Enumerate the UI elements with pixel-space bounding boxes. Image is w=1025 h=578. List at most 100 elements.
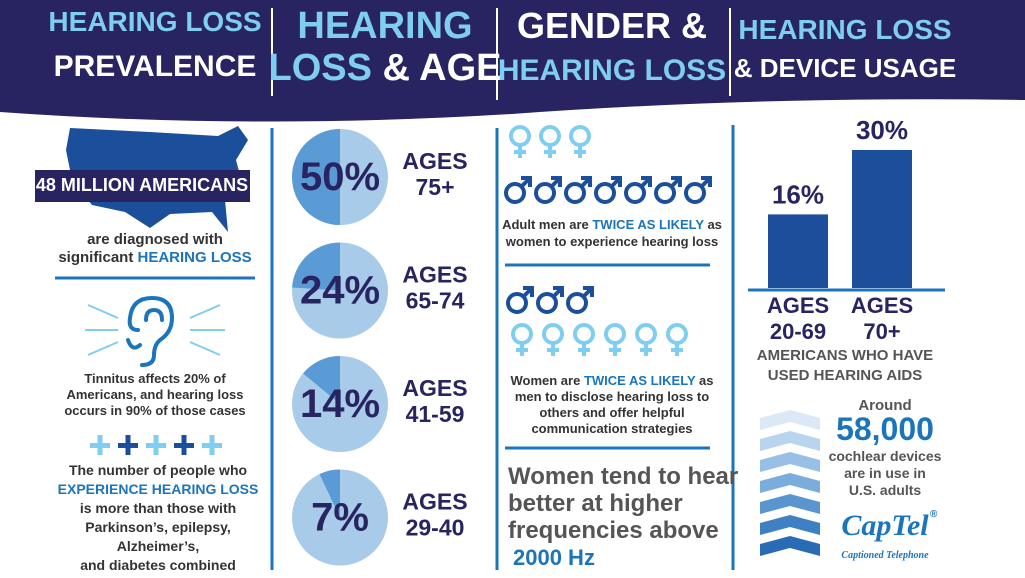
- icon-part: [549, 176, 562, 189]
- column-dividers: [270, 125, 735, 570]
- male-icon: [654, 176, 682, 204]
- icon-part: [539, 125, 561, 147]
- age-range: 70+: [863, 319, 900, 344]
- header-band: [0, 0, 1025, 122]
- header-line-part: & DEVICE USAGE: [734, 53, 957, 83]
- age-range-part: 29-40: [406, 515, 465, 541]
- logo-name-part: CapTel: [841, 509, 929, 542]
- frequency-text-part: Women tend to hear: [508, 463, 738, 490]
- frequency-text: Women tend to hear: [508, 463, 738, 490]
- cochlear-text-part: Around: [858, 397, 911, 414]
- plus-icon: [97, 435, 103, 455]
- age-range: 20-69: [770, 319, 826, 344]
- age-range-part: 65-74: [406, 288, 465, 314]
- header-line: GENDER &: [517, 5, 707, 46]
- icon-part: [654, 182, 676, 204]
- bar-label-part: 30%: [856, 115, 908, 145]
- body-text-part: as: [704, 217, 722, 232]
- header-line: HEARING LOSS: [738, 14, 951, 45]
- chevron: [760, 452, 820, 472]
- female-icon: [509, 125, 531, 158]
- body-text: men to disclose hearing loss to: [515, 389, 709, 404]
- body-text-part: and diabetes combined: [80, 557, 236, 573]
- logo-tagline: Captioned Telephone: [841, 550, 929, 561]
- age-label-part: AGES: [402, 262, 467, 288]
- body-text: occurs in 90% of those cases: [64, 403, 245, 418]
- icon-part: [504, 182, 526, 204]
- bar-label-part: 16%: [772, 179, 824, 209]
- male-icon: [566, 286, 594, 314]
- banner-text: 48 MILLION AMERICANS: [36, 175, 248, 195]
- body-text: others and offer helpful: [539, 405, 684, 420]
- icon-part: [579, 176, 592, 189]
- body-text-part: others and offer helpful: [539, 405, 684, 420]
- age-label: AGES: [402, 148, 467, 174]
- cochlear-text: are in use in: [844, 465, 926, 481]
- frequency-text: 2000 Hz: [513, 545, 595, 570]
- header-line-part: HEARING LOSS: [738, 14, 951, 45]
- cochlear-text-part: are in use in: [844, 465, 926, 481]
- body-text: Women are TWICE AS LIKELY as: [510, 373, 713, 388]
- plus-icon: [181, 435, 187, 455]
- age-range-part: 20-69: [770, 319, 826, 344]
- body-text: Americans, and hearing loss: [66, 387, 243, 402]
- body-text-part: as: [695, 373, 713, 388]
- pie-slice: [292, 242, 340, 291]
- icon-part: [521, 286, 534, 299]
- pie-label: 7%: [311, 495, 369, 539]
- frequency-text: frequencies above: [508, 517, 719, 544]
- logo-mark: ®: [930, 509, 938, 520]
- icon-part: [511, 323, 533, 345]
- male-icon: [536, 286, 564, 314]
- caption-part: AMERICANS WHO HAVE: [757, 347, 933, 364]
- male-icon: [624, 176, 652, 204]
- cochlear-text: cochlear devices: [829, 448, 942, 464]
- age-range-part: 70+: [863, 319, 900, 344]
- icon-part: [624, 182, 646, 204]
- age-range-part: 75+: [415, 174, 454, 200]
- male-icon: [564, 176, 592, 204]
- chevron: [760, 473, 820, 493]
- header-line: PREVALENCE: [54, 50, 257, 83]
- bar: [852, 150, 912, 288]
- female-icon: [542, 323, 564, 356]
- age-range: 75+: [415, 174, 454, 200]
- icon-part: [566, 292, 588, 314]
- age-range: 65-74: [406, 288, 465, 314]
- body-text-part: HEARING LOSS: [138, 249, 252, 266]
- female-icon: [604, 323, 626, 356]
- sound-rays: [85, 304, 225, 356]
- body-text: Alzheimer’s,: [117, 538, 199, 554]
- ear-icon: [126, 295, 175, 367]
- age-label-part: AGES: [767, 293, 829, 318]
- age-label: AGES: [402, 489, 467, 515]
- age-label: AGES: [851, 293, 913, 318]
- body-text: and diabetes combined: [80, 557, 236, 573]
- body-text-part: Women are: [510, 373, 583, 388]
- male-icon: [684, 176, 712, 204]
- icon-part: [564, 182, 586, 204]
- body-text: are diagnosed with: [87, 231, 223, 248]
- chevron: [760, 410, 820, 430]
- icon-part: [519, 176, 532, 189]
- body-text-part: The number of people who: [69, 462, 247, 478]
- male-icon: [506, 286, 534, 314]
- pie-slice: [319, 469, 340, 518]
- icon-part: [506, 292, 528, 314]
- logo-tagline-part: Captioned Telephone: [841, 550, 929, 561]
- body-text-part: TWICE AS LIKELY: [584, 373, 696, 388]
- logo-name: CapTel: [841, 509, 929, 542]
- body-text: The number of people who: [69, 462, 247, 478]
- plus-icon: [209, 435, 215, 455]
- body-text-part: Adult men are: [502, 217, 592, 232]
- pie-label-part: 7%: [311, 495, 369, 539]
- chevron: [760, 494, 820, 514]
- chevron: [760, 431, 820, 451]
- icon-part: [569, 125, 591, 147]
- frequency-text: better at higher: [508, 490, 683, 517]
- age-label-part: AGES: [402, 375, 467, 401]
- cochlear-text: Around: [858, 397, 911, 414]
- body-text: women to experience hearing loss: [505, 234, 718, 249]
- body-text: communication strategies: [531, 421, 692, 436]
- icon-part: [536, 292, 558, 314]
